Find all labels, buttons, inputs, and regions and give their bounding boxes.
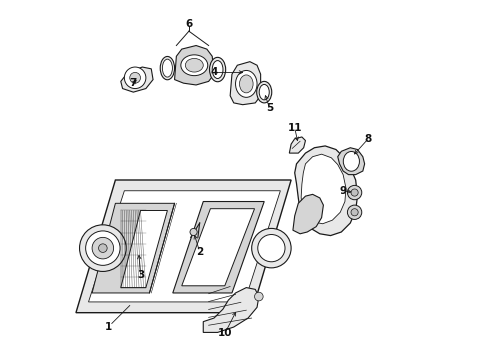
Polygon shape: [294, 146, 357, 235]
Circle shape: [346, 205, 361, 220]
Polygon shape: [301, 154, 346, 224]
Text: 11: 11: [287, 123, 301, 133]
Polygon shape: [172, 202, 264, 293]
Circle shape: [80, 225, 126, 271]
Circle shape: [251, 228, 290, 268]
Text: 10: 10: [217, 328, 231, 338]
Polygon shape: [289, 137, 305, 153]
Polygon shape: [121, 211, 167, 288]
Polygon shape: [76, 180, 290, 313]
Polygon shape: [292, 194, 323, 234]
Polygon shape: [88, 191, 280, 302]
Polygon shape: [121, 67, 153, 92]
Ellipse shape: [160, 57, 174, 80]
Ellipse shape: [181, 55, 207, 76]
Ellipse shape: [259, 85, 269, 100]
Polygon shape: [174, 45, 214, 85]
Text: 2: 2: [196, 247, 203, 257]
Ellipse shape: [162, 59, 172, 77]
Text: 1: 1: [104, 322, 112, 332]
Polygon shape: [203, 288, 258, 332]
Text: 5: 5: [265, 103, 273, 113]
Polygon shape: [92, 203, 174, 293]
Ellipse shape: [343, 152, 359, 171]
Text: 9: 9: [339, 186, 346, 196]
Circle shape: [124, 67, 145, 89]
Circle shape: [99, 244, 107, 252]
Circle shape: [92, 237, 113, 259]
Circle shape: [85, 231, 120, 265]
Ellipse shape: [185, 58, 203, 72]
Ellipse shape: [256, 81, 271, 103]
Circle shape: [129, 72, 140, 83]
Circle shape: [346, 185, 361, 200]
Ellipse shape: [212, 60, 223, 78]
Polygon shape: [230, 62, 260, 105]
Text: 4: 4: [210, 67, 217, 77]
Text: 6: 6: [185, 19, 192, 29]
Circle shape: [350, 209, 357, 216]
Ellipse shape: [235, 71, 257, 97]
Text: 3: 3: [137, 270, 144, 280]
Polygon shape: [182, 209, 254, 286]
Text: 8: 8: [364, 134, 371, 144]
Circle shape: [190, 228, 197, 235]
Ellipse shape: [209, 57, 225, 82]
Circle shape: [257, 234, 285, 262]
Polygon shape: [337, 148, 364, 175]
Text: 7: 7: [129, 78, 137, 88]
Circle shape: [350, 189, 357, 196]
Ellipse shape: [239, 75, 253, 93]
Circle shape: [254, 292, 263, 301]
